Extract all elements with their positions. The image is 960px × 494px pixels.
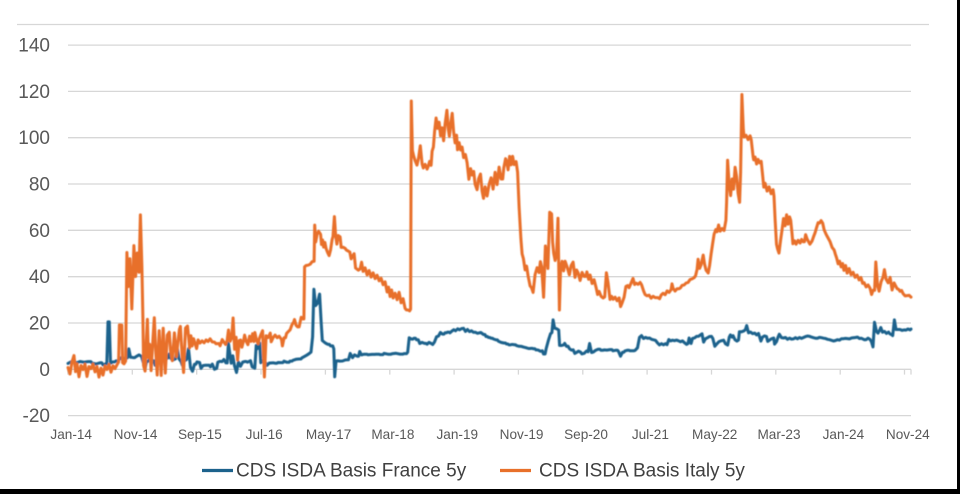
svg-text:20: 20 xyxy=(29,314,50,335)
svg-text:Mar-23: Mar-23 xyxy=(757,427,800,442)
svg-text:May-17: May-17 xyxy=(306,427,351,442)
svg-text:Jul-21: Jul-21 xyxy=(632,427,669,442)
svg-text:Jul-16: Jul-16 xyxy=(246,427,283,442)
svg-text:Sep-20: Sep-20 xyxy=(564,427,608,442)
svg-text:140: 140 xyxy=(18,36,50,57)
svg-text:Jan-19: Jan-19 xyxy=(437,427,479,442)
svg-text:CDS ISDA Basis Italy 5y: CDS ISDA Basis Italy 5y xyxy=(539,461,745,482)
svg-text:100: 100 xyxy=(18,128,50,149)
svg-text:-20: -20 xyxy=(23,406,50,427)
svg-text:Nov-19: Nov-19 xyxy=(500,427,544,442)
svg-text:40: 40 xyxy=(29,267,50,288)
svg-text:Mar-18: Mar-18 xyxy=(371,427,414,442)
svg-text:CDS ISDA Basis France 5y: CDS ISDA Basis France 5y xyxy=(236,461,467,482)
svg-text:May-22: May-22 xyxy=(692,427,737,442)
svg-text:80: 80 xyxy=(29,175,50,196)
svg-text:120: 120 xyxy=(18,82,50,103)
svg-text:Sep-15: Sep-15 xyxy=(178,427,222,442)
svg-text:Nov-24: Nov-24 xyxy=(886,427,930,442)
svg-text:60: 60 xyxy=(29,221,50,242)
svg-text:Jan-14: Jan-14 xyxy=(50,427,92,442)
svg-text:0: 0 xyxy=(39,360,50,381)
svg-text:Nov-14: Nov-14 xyxy=(114,427,158,442)
svg-text:Jan-24: Jan-24 xyxy=(823,427,865,442)
